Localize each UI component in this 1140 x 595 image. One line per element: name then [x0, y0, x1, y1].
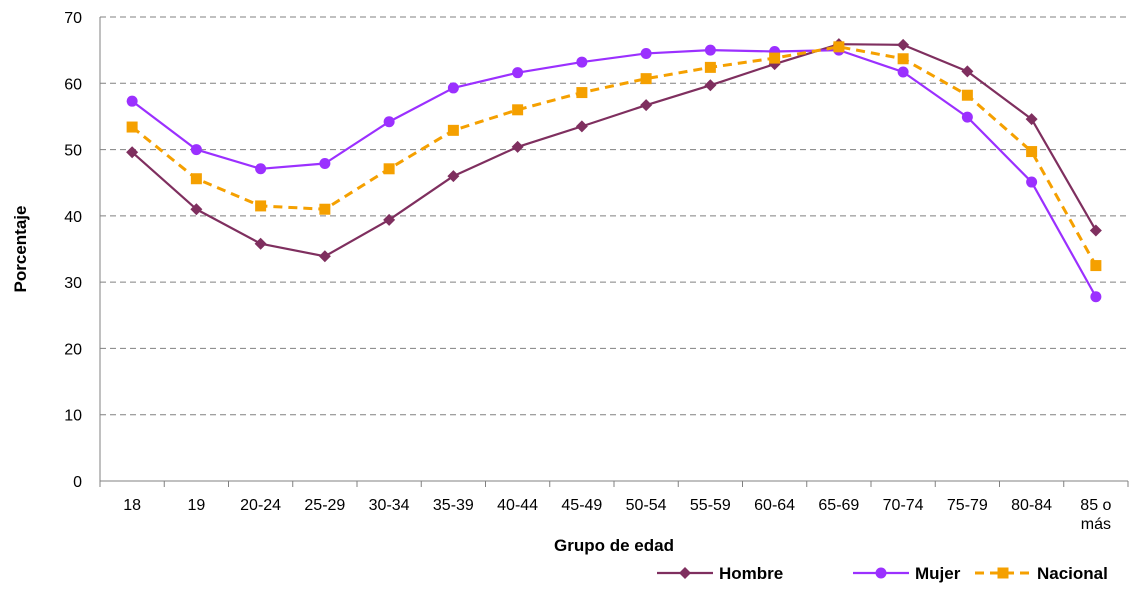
data-point-mujer: [255, 163, 267, 175]
series-line-nacional: [131, 45, 1098, 267]
legend-marker-hombre: [679, 567, 691, 579]
y-tick-label: 0: [73, 474, 82, 491]
data-point-mujer: [512, 67, 524, 79]
data-point-nacional: [126, 121, 138, 133]
legend-marker-mujer: [875, 567, 887, 579]
data-point-mujer: [126, 95, 138, 107]
series-line-mujer: [131, 49, 1097, 298]
data-point-hombre: [126, 146, 139, 159]
data-point-hombre: [897, 38, 910, 51]
data-point-mujer: [319, 157, 331, 169]
legend-item-mujer: Mujer: [853, 564, 961, 583]
x-tick-label: 50-54: [626, 497, 667, 514]
y-axis: 0 10 20 30 40 50 60 70: [64, 10, 1128, 491]
series-nacional: [126, 41, 1102, 272]
data-point-mujer: [704, 44, 716, 56]
series-hombre: [126, 38, 1102, 263]
x-tick-label: 70-74: [883, 497, 924, 514]
data-point-mujer: [961, 111, 973, 123]
y-tick-label: 50: [64, 143, 82, 160]
data-point-nacional: [1026, 146, 1038, 158]
x-tick-label: 19: [187, 497, 205, 514]
legend: Hombre Mujer Nacional: [657, 564, 1108, 583]
data-point-mujer: [897, 66, 909, 78]
data-point-nacional: [319, 203, 331, 215]
x-tick-label: 45-49: [561, 497, 602, 514]
data-point-nacional: [961, 89, 973, 101]
x-tick-label: 40-44: [497, 497, 538, 514]
y-tick-label: 20: [64, 341, 82, 358]
data-point-nacional: [383, 163, 395, 175]
y-tick-label: 10: [64, 408, 82, 425]
data-point-nacional: [897, 53, 909, 65]
gridlines: [100, 16, 1128, 416]
series-line-hombre: [131, 43, 1097, 258]
data-point-hombre: [704, 79, 717, 92]
x-tick-label: 65-69: [818, 497, 859, 514]
data-point-nacional: [640, 73, 652, 85]
data-point-hombre: [447, 170, 460, 183]
x-tick-label: 20-24: [240, 497, 281, 514]
data-point-nacional: [576, 87, 588, 99]
legend-label-nacional: Nacional: [1037, 564, 1108, 583]
x-tick-label: 80-84: [1011, 497, 1052, 514]
y-tick-label: 70: [64, 10, 82, 27]
legend-label-mujer: Mujer: [915, 564, 961, 583]
data-point-hombre: [961, 65, 974, 78]
data-point-hombre: [318, 250, 331, 263]
data-point-mujer: [640, 47, 652, 59]
series-mujer: [126, 44, 1102, 303]
x-axis-title: Grupo de edad: [554, 536, 674, 555]
data-point-mujer: [190, 144, 202, 156]
y-tick-label: 60: [64, 76, 82, 93]
data-point-nacional: [833, 41, 845, 53]
x-tick-label: 30-34: [369, 497, 410, 514]
data-point-hombre: [1089, 224, 1102, 237]
data-point-nacional: [512, 104, 524, 116]
x-tick-label: 25-29: [304, 497, 345, 514]
data-point-nacional: [704, 61, 716, 73]
series-layer: [126, 38, 1102, 303]
x-tick-label: 35-39: [433, 497, 474, 514]
legend-marker-nacional: [997, 567, 1009, 579]
legend-item-nacional: Nacional: [975, 564, 1108, 583]
x-tick-label: 55-59: [690, 497, 731, 514]
data-point-hombre: [190, 203, 203, 216]
x-tick-label: 60-64: [754, 497, 795, 514]
data-point-hombre: [640, 99, 653, 112]
y-axis-title: Porcentaje: [11, 206, 30, 293]
data-point-nacional: [447, 124, 459, 136]
data-point-mujer: [447, 82, 459, 94]
data-point-hombre: [575, 120, 588, 133]
y-tick-label: 40: [64, 209, 82, 226]
data-point-nacional: [190, 173, 202, 185]
legend-item-hombre: Hombre: [657, 564, 783, 583]
data-point-nacional: [769, 52, 781, 64]
y-tick-label: 30: [64, 275, 82, 292]
x-tick-label: 85 o más: [1080, 497, 1111, 533]
data-point-nacional: [255, 200, 267, 212]
data-point-mujer: [383, 116, 395, 128]
data-point-mujer: [1026, 176, 1038, 188]
data-point-hombre: [254, 237, 267, 250]
data-point-hombre: [383, 213, 396, 226]
x-axis: 18 19 20-24 25-29 30-34 35-39 40-44 45-49 50-54 5…: [99, 481, 1129, 533]
x-tick-label: 75-79: [947, 497, 988, 514]
data-point-hombre: [511, 140, 524, 153]
legend-label-hombre: Hombre: [719, 564, 783, 583]
x-tick-label: 18: [123, 497, 141, 514]
data-point-hombre: [1025, 113, 1038, 126]
data-point-mujer: [576, 56, 588, 68]
data-point-nacional: [1090, 260, 1102, 272]
data-point-mujer: [1090, 291, 1102, 303]
